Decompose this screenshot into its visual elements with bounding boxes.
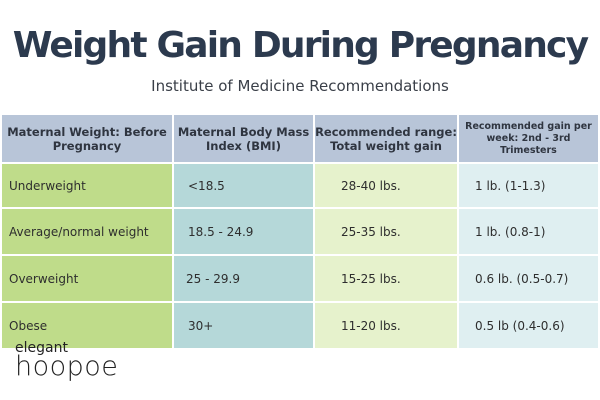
column-header-total-gain: Recommended range: Total weight gain — [315, 115, 459, 164]
page-subtitle: Institute of Medicine Recommendations — [151, 77, 449, 95]
table-cell-total: 25-35 lbs. — [315, 209, 459, 256]
table-cell-weight: Average/normal weight — [2, 209, 174, 256]
column-header-weekly-gain: Recommended gain per week: 2nd - 3rd Tri… — [459, 115, 600, 164]
table-cell-weekly: 1 lb. (0.8-1) — [459, 209, 600, 256]
brand-logo: elegant hoopoe — [15, 340, 145, 390]
table-cell-total: 11-20 lbs. — [315, 303, 459, 350]
column-header-bmi: Maternal Body Mass Index (BMI) — [174, 115, 315, 164]
table-cell-bmi: 18.5 - 24.9 — [174, 209, 315, 256]
page-title: Weight Gain During Pregnancy — [12, 25, 589, 66]
table-cell-weekly: 1 lb. (1-1.3) — [459, 164, 600, 209]
column-header-maternal-weight: Maternal Weight: Before Pregnancy — [2, 115, 174, 164]
table-cell-bmi: 30+ — [174, 303, 315, 350]
recommendations-table: Maternal Weight: Before Pregnancy Matern… — [2, 115, 600, 350]
table-cell-bmi: 25 - 29.9 — [174, 256, 315, 303]
logo-text-large: hoopoe — [15, 351, 119, 382]
table-cell-total: 15-25 lbs. — [315, 256, 459, 303]
table-cell-weekly: 0.5 lb (0.4-0.6) — [459, 303, 600, 350]
table-cell-weekly: 0.6 lb. (0.5-0.7) — [459, 256, 600, 303]
table-cell-weight: Underweight — [2, 164, 174, 209]
table-cell-weight: Obese — [2, 303, 174, 350]
table-cell-weight: Overweight — [2, 256, 174, 303]
logo-text-small: elegant — [15, 340, 68, 356]
table-cell-total: 28-40 lbs. — [315, 164, 459, 209]
table-cell-bmi: <18.5 — [174, 164, 315, 209]
